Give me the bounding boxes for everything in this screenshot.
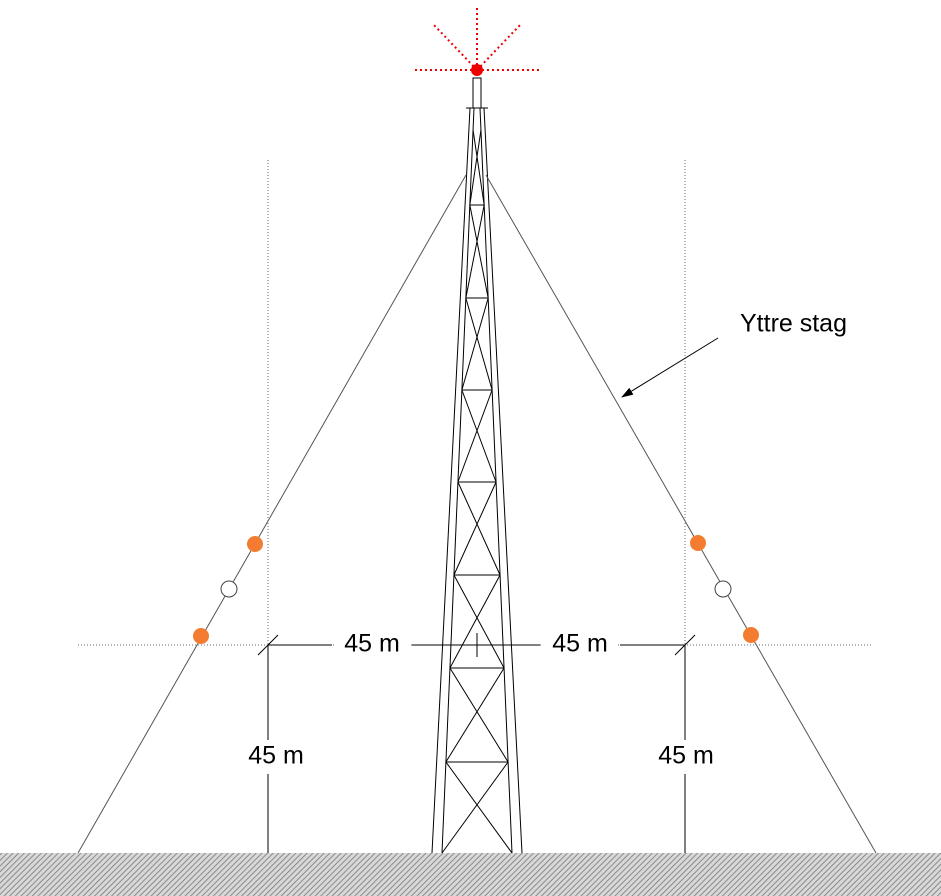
tower-member	[453, 481, 497, 576]
label-bg	[650, 740, 722, 774]
tower-member	[483, 107, 523, 854]
tower-member	[453, 574, 505, 669]
tower-member	[461, 389, 497, 483]
label-bg	[542, 628, 618, 662]
tower-member	[431, 107, 471, 854]
tower	[431, 107, 523, 854]
label-bg	[240, 740, 312, 774]
tower-member	[457, 389, 493, 483]
dimension-label: 45 m	[344, 630, 400, 658]
dimension-label: 45 m	[248, 742, 304, 770]
reference-lines	[78, 160, 872, 646]
tower-member	[449, 667, 509, 763]
markers	[193, 535, 759, 644]
tower-member	[472, 129, 485, 206]
tower-member	[469, 129, 482, 206]
ground	[0, 853, 941, 896]
tower-member	[457, 481, 501, 576]
annotation: Yttre stag	[740, 310, 847, 338]
annotation-arrow	[621, 337, 719, 398]
label-bg	[334, 628, 410, 662]
dimension-label: 45 m	[658, 742, 714, 770]
tower-member	[465, 204, 485, 299]
tower-member	[469, 204, 489, 299]
tower-member	[461, 297, 489, 391]
dimension-label: 45 m	[552, 630, 608, 658]
tower-member	[465, 297, 493, 391]
tower-member	[441, 761, 509, 854]
tower-member	[445, 667, 505, 763]
tower-member	[449, 574, 501, 669]
beacon	[414, 6, 542, 109]
dimension-lines	[257, 633, 696, 853]
guy-wires	[77, 174, 877, 854]
tower-member	[445, 761, 513, 854]
